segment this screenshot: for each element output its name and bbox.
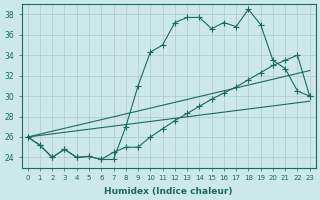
X-axis label: Humidex (Indice chaleur): Humidex (Indice chaleur) xyxy=(104,187,233,196)
